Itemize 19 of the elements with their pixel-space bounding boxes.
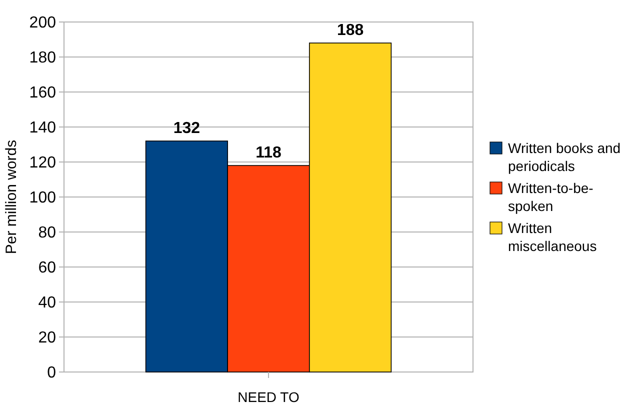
y-axis-title: Per million words	[3, 140, 20, 254]
legend-label: Written-to-be-spoken	[508, 180, 594, 214]
y-tick-label: 0	[47, 364, 56, 382]
y-tick-label: 60	[38, 260, 56, 277]
y-tick-label: 20	[38, 330, 56, 347]
y-tick-label: 180	[29, 50, 56, 67]
y-tick-label: 140	[29, 120, 56, 137]
x-tick-label: NEED TO	[238, 389, 300, 405]
y-tick-label: 200	[29, 14, 56, 32]
y-tick-label: 160	[29, 84, 56, 102]
legend-label: Written miscellaneous	[508, 220, 597, 254]
y-tick-label: 120	[29, 154, 56, 172]
y-tick-label: 80	[38, 224, 56, 242]
y-tick-label: 40	[38, 294, 56, 312]
data-label: 132	[173, 120, 200, 137]
y-tick-label: 100	[29, 190, 56, 207]
legend-label: Written books and periodicals	[508, 140, 621, 174]
data-label: 118	[256, 144, 282, 162]
data-label: 188	[336, 22, 364, 39]
